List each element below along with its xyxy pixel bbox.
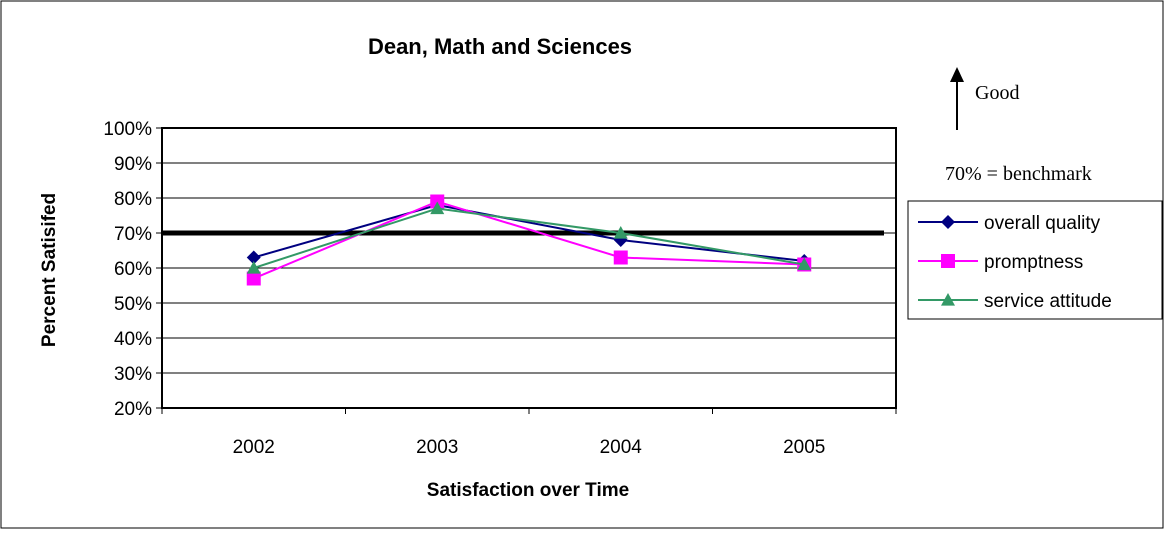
benchmark-label: 70% = benchmark	[945, 163, 1092, 185]
y-tick-label: 80%	[114, 189, 152, 210]
x-axis-label: Satisfaction over Time	[427, 480, 629, 501]
data-point	[246, 261, 261, 274]
legend-marker	[941, 254, 955, 268]
y-tick-label: 90%	[114, 154, 152, 175]
y-tick-label: 30%	[114, 364, 152, 385]
legend-label: overall quality	[984, 213, 1101, 234]
y-tick-label: 40%	[114, 329, 152, 350]
data-point	[797, 257, 812, 271]
x-tick-label: 2003	[416, 437, 458, 458]
y-axis-label: Percent Satisifed	[39, 193, 60, 347]
legend-label: promptness	[984, 252, 1083, 273]
up-arrow-icon	[950, 67, 964, 82]
y-tick-label: 70%	[114, 224, 152, 245]
data-point	[246, 271, 261, 286]
good-annotation: Good	[950, 67, 1019, 130]
data-point	[613, 226, 628, 239]
plot-layer: 20% 30% 40% 50% 60% 70% 80% 90% 100% 2002 2003 2004…	[103, 119, 897, 458]
good-label: Good	[975, 82, 1019, 104]
data-point	[430, 201, 445, 215]
y-tick-label: 60%	[114, 259, 152, 280]
chart-title: Dean, Math and Sciences	[368, 34, 632, 59]
x-tick-label: 2005	[783, 437, 825, 458]
y-tick-label: 50%	[114, 294, 152, 315]
y-tick-label: 20%	[114, 399, 152, 420]
legend-marker	[941, 215, 955, 229]
y-tick-label: 100%	[103, 119, 152, 140]
legend: overall quality promptness service attitud…	[907, 200, 1163, 320]
series-line	[253, 207, 805, 269]
data-point	[246, 250, 261, 265]
series-line	[253, 203, 805, 262]
legend-label: service attitude	[984, 291, 1112, 312]
legend-marker	[941, 293, 955, 306]
series-line	[253, 200, 805, 280]
x-tick-label: 2004	[600, 437, 643, 458]
data-point	[613, 250, 628, 265]
x-tick-label: 2002	[233, 437, 275, 458]
